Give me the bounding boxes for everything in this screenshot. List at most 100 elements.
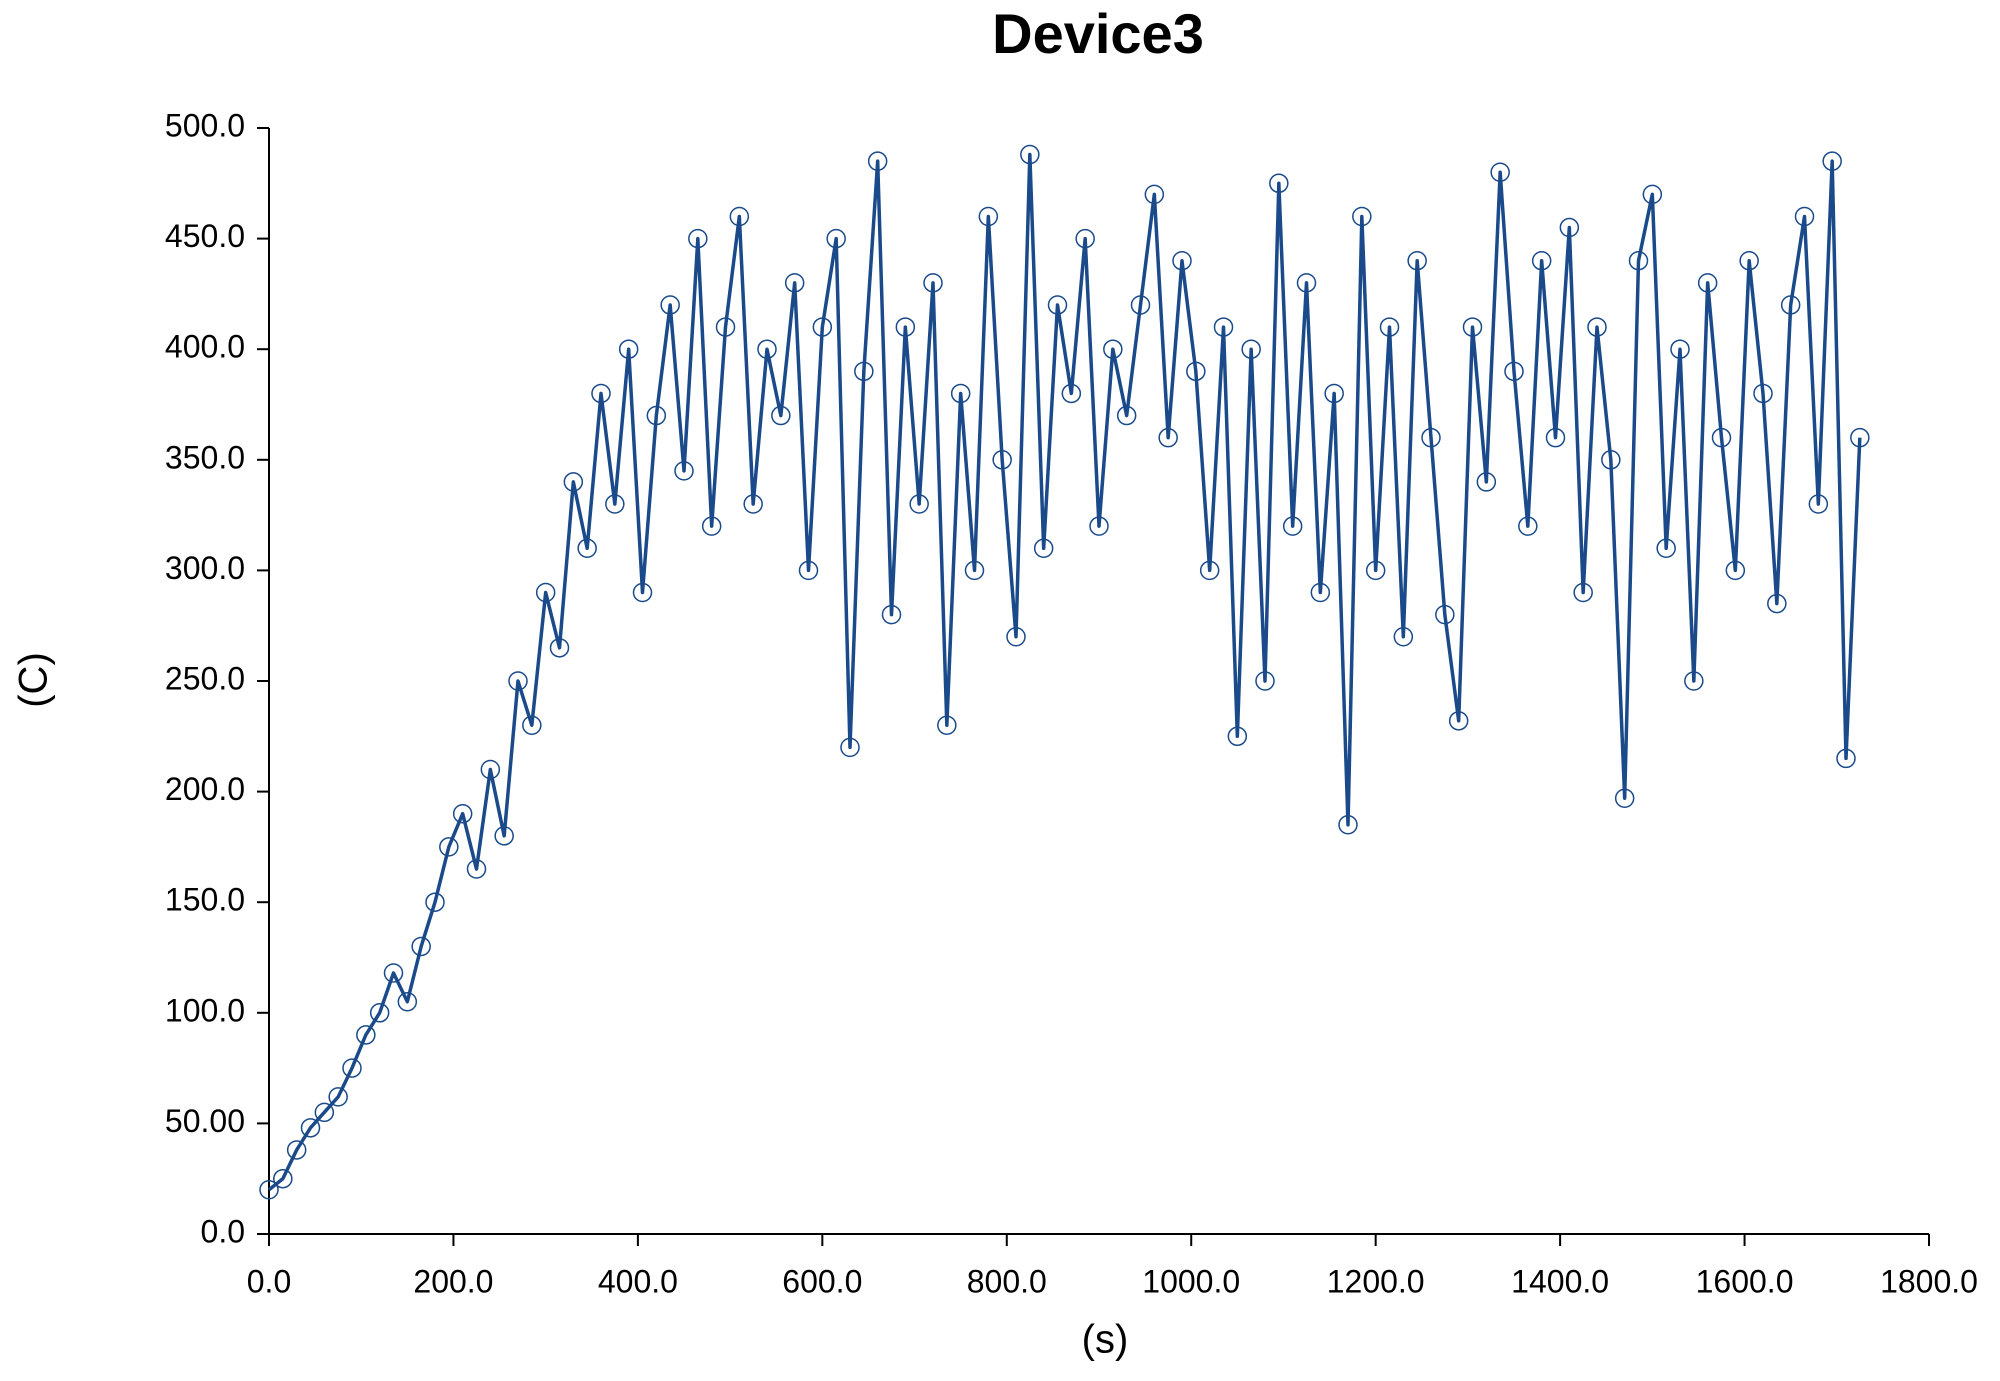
point-marker [1573, 582, 1593, 603]
point-marker [508, 671, 528, 691]
point-marker [937, 715, 957, 735]
point-marker [1767, 593, 1787, 614]
point-marker [895, 317, 916, 337]
point-marker [1199, 560, 1220, 581]
point-marker [369, 1003, 390, 1023]
point-marker [771, 405, 791, 426]
point-marker [1476, 472, 1497, 492]
point-marker [646, 405, 667, 426]
x-tick-label: 1800.0 [1880, 1263, 1978, 1299]
point-marker [286, 1140, 307, 1160]
x-tick-label: 1400.0 [1511, 1263, 1609, 1299]
point-marker [1186, 361, 1206, 382]
point-marker [439, 837, 459, 857]
point-marker [674, 461, 694, 481]
point-marker [1213, 317, 1234, 337]
point-marker [1448, 711, 1469, 731]
point-marker [466, 859, 487, 879]
point-marker [1628, 250, 1649, 271]
point-marker [1697, 273, 1718, 293]
y-tick-label: 400.0 [165, 329, 245, 365]
x-tick-label: 1000.0 [1142, 1263, 1240, 1299]
point-marker [632, 582, 653, 603]
x-tick-label: 800.0 [967, 1263, 1047, 1299]
point-marker [1047, 295, 1068, 315]
point-marker [535, 582, 556, 603]
point-marker [1296, 273, 1317, 293]
point-marker [1020, 144, 1040, 165]
x-tick-label: 0.0 [247, 1263, 291, 1299]
point-marker [1089, 516, 1109, 536]
point-marker [840, 737, 860, 758]
point-marker [397, 991, 418, 1012]
point-marker [757, 339, 777, 359]
point-marker [1241, 339, 1261, 359]
point-marker [1684, 671, 1704, 691]
point-marker [826, 228, 846, 249]
y-tick-label: 100.0 [165, 992, 245, 1028]
point-marker [1504, 361, 1524, 382]
y-tick-label: 350.0 [165, 439, 245, 475]
point-marker [300, 1118, 321, 1138]
point-marker [605, 494, 625, 514]
point-marker [1352, 206, 1372, 227]
point-marker [425, 892, 445, 912]
point-marker [1033, 538, 1054, 559]
y-tick-label: 500.0 [165, 107, 245, 143]
point-marker [1642, 184, 1663, 205]
point-marker [1545, 427, 1566, 448]
point-marker [1393, 627, 1414, 647]
point-marker [992, 450, 1012, 470]
y-axis-label: (C) [12, 652, 56, 708]
point-marker [1531, 250, 1552, 271]
point-marker [356, 1025, 376, 1045]
point-marker [1725, 560, 1746, 581]
x-tick-label: 600.0 [782, 1263, 862, 1299]
point-marker [1656, 538, 1676, 559]
point-marker [1670, 339, 1690, 359]
point-marker [1808, 494, 1829, 514]
point-marker [1365, 560, 1386, 581]
point-marker [1006, 627, 1026, 647]
x-tick-label: 1200.0 [1327, 1263, 1425, 1299]
x-axis-label: (s) [1082, 1318, 1129, 1362]
point-marker [1075, 228, 1095, 249]
point-marker [881, 604, 902, 625]
point-marker [314, 1102, 335, 1123]
point-marker [660, 295, 680, 315]
point-marker [411, 936, 431, 957]
point-marker [1407, 250, 1427, 271]
y-tick-label: 450.0 [165, 218, 245, 254]
chart-title: Device3 [992, 2, 1204, 65]
point-marker [1338, 815, 1358, 835]
point-marker [549, 638, 570, 658]
point-marker [715, 317, 736, 337]
point-marker [688, 228, 708, 249]
point-marker [452, 803, 473, 824]
point-marker [854, 361, 874, 382]
point-marker [342, 1058, 362, 1078]
y-tick-label: 250.0 [165, 660, 245, 696]
y-tick-label: 200.0 [165, 771, 245, 807]
x-tick-label: 400.0 [598, 1263, 678, 1299]
point-marker [618, 339, 639, 359]
point-marker [1061, 383, 1082, 404]
point-marker [798, 560, 819, 581]
point-marker [1172, 250, 1192, 271]
point-marker [950, 383, 971, 404]
point-marker [591, 383, 611, 404]
point-marker [1324, 383, 1344, 404]
point-marker [577, 538, 597, 559]
point-marker [743, 494, 763, 514]
point-marker [1822, 151, 1842, 171]
point-marker [494, 826, 514, 846]
point-marker [1739, 250, 1759, 271]
point-marker [1282, 516, 1303, 536]
point-marker [1379, 317, 1400, 337]
point-marker [784, 273, 805, 293]
point-marker [1490, 162, 1510, 182]
point-marker [1227, 726, 1248, 747]
point-marker [1255, 671, 1275, 691]
point-marker [1794, 206, 1815, 227]
